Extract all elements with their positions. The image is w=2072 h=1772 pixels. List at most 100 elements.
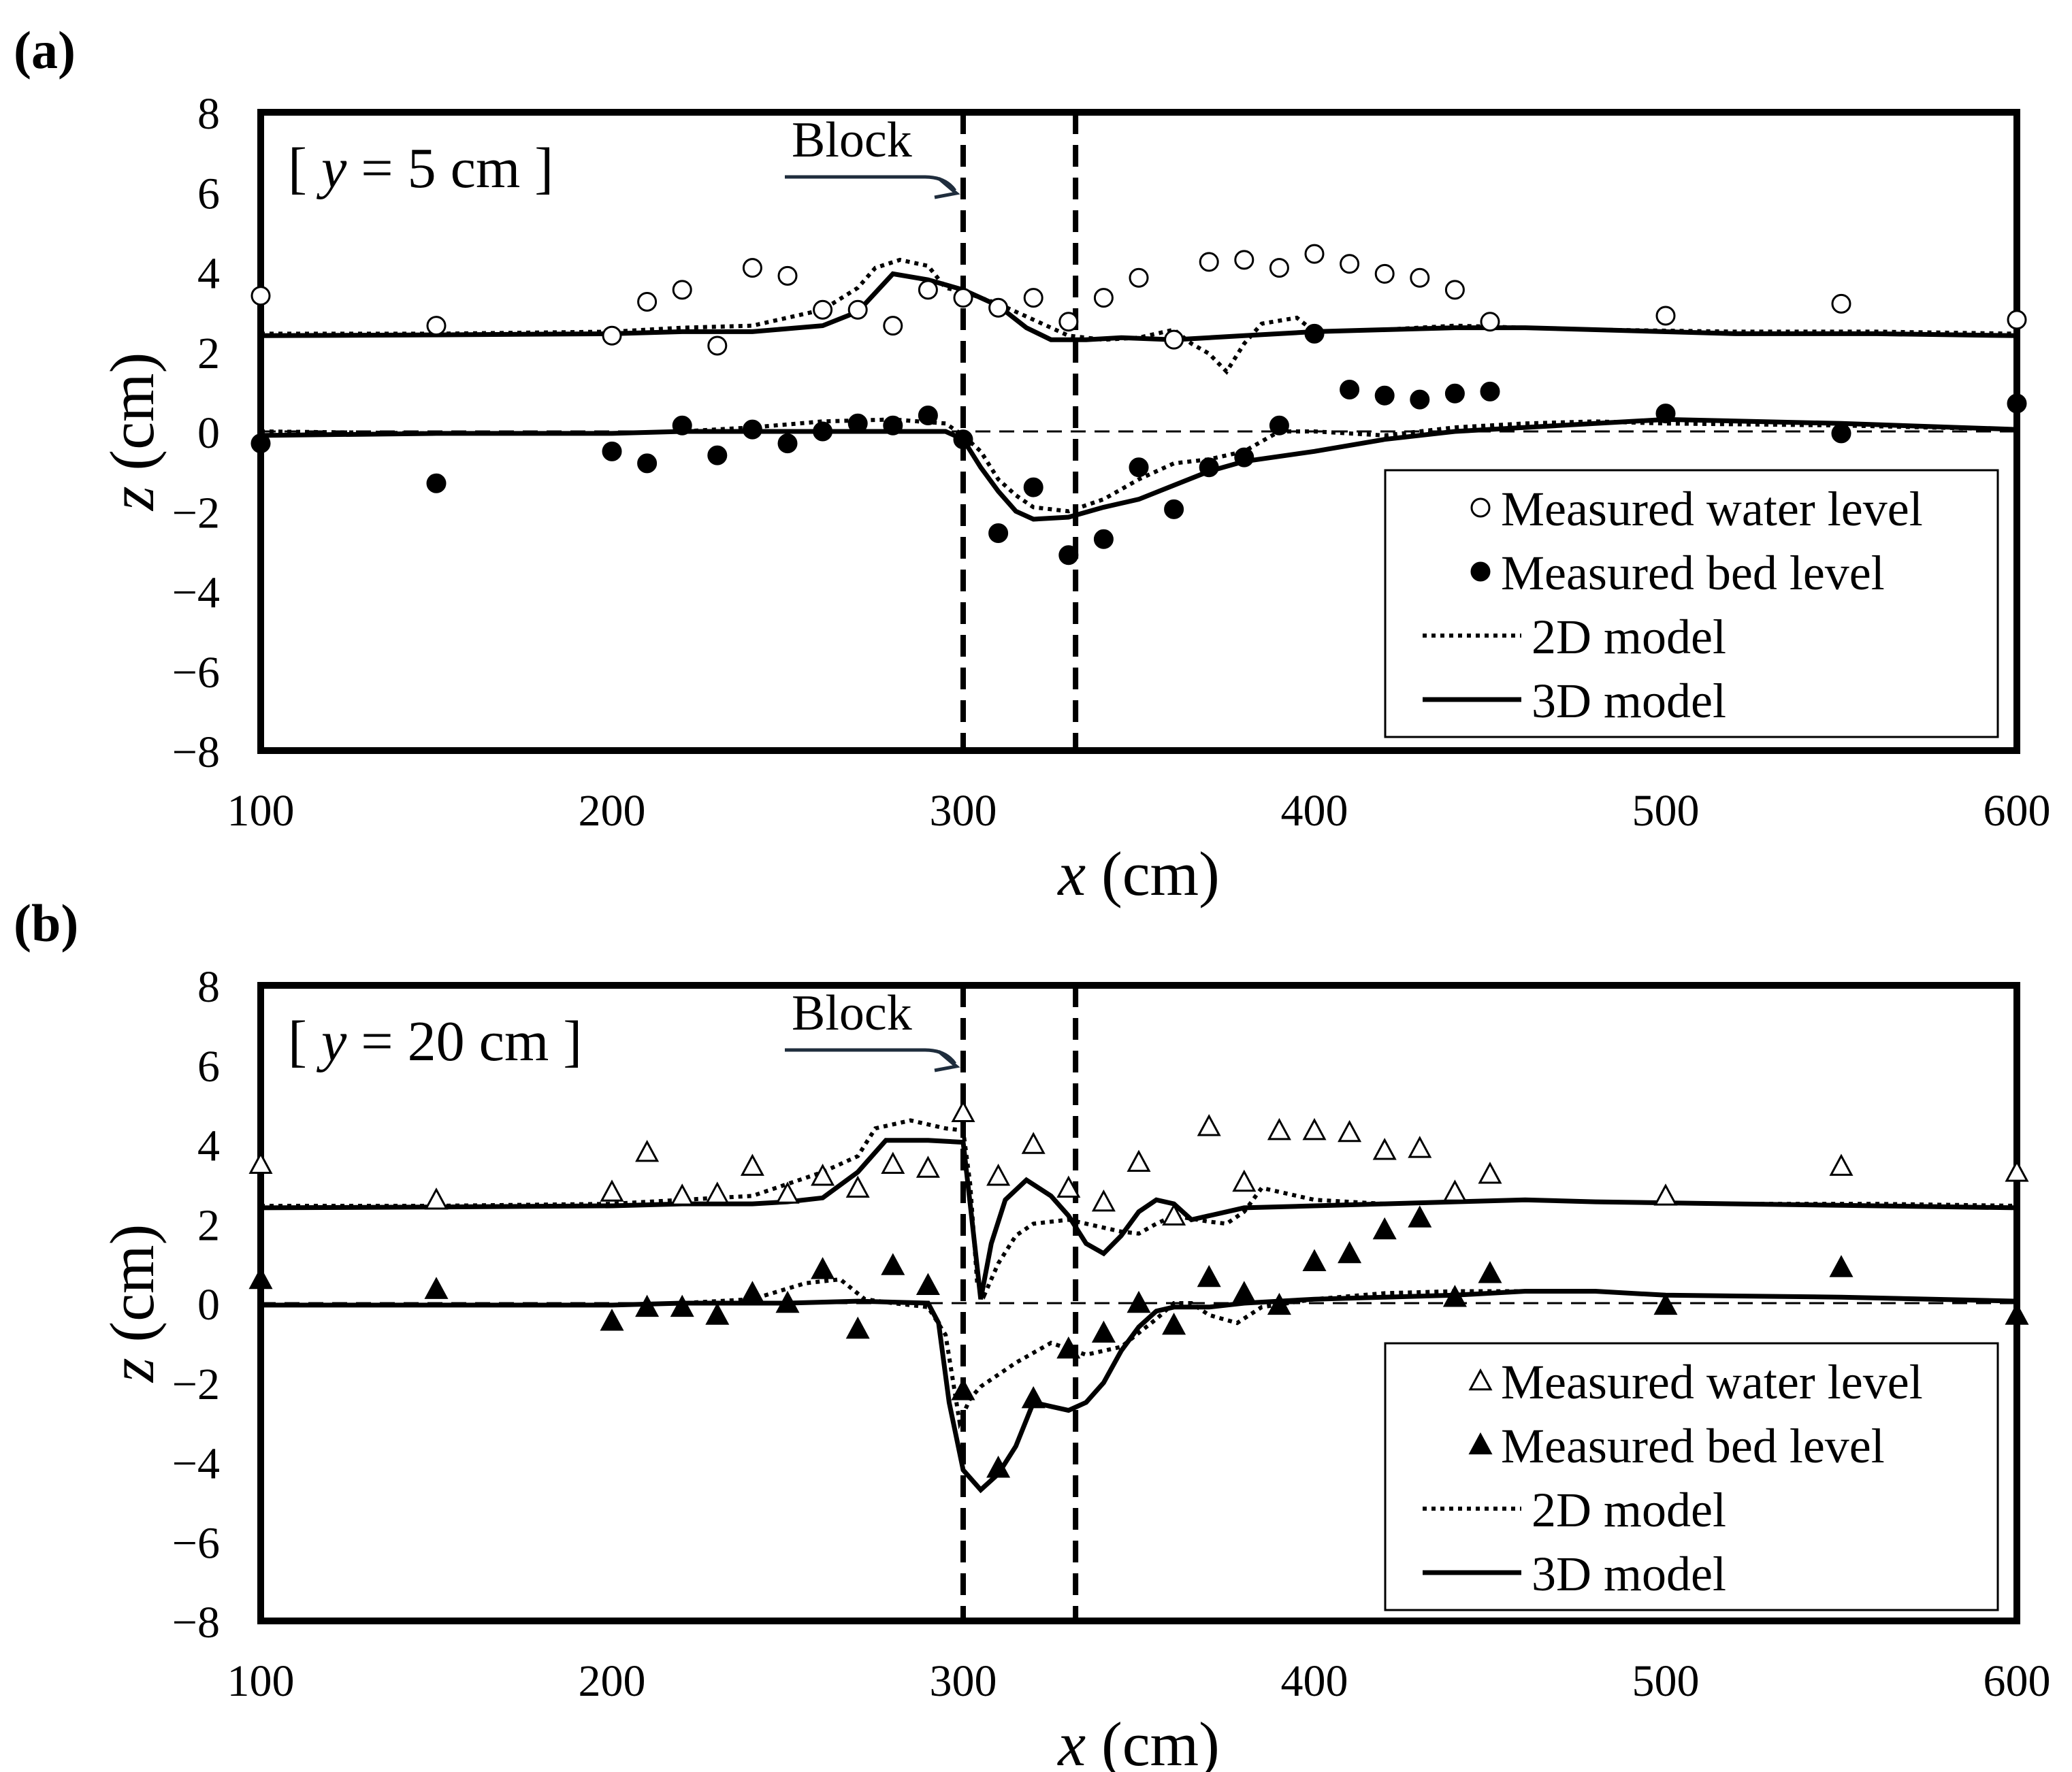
measured-water-point bbox=[988, 297, 1009, 318]
measured-water-point bbox=[916, 1155, 940, 1178]
measured-water-point bbox=[1829, 1153, 1854, 1176]
legend-swatch-water bbox=[1468, 1368, 1493, 1391]
measured-bed-point bbox=[1232, 1281, 1257, 1303]
measured-water-point bbox=[1199, 252, 1219, 272]
measured-bed-point bbox=[1302, 1249, 1327, 1271]
y-axis-title: z (cm) bbox=[97, 352, 167, 512]
measured-bed-point bbox=[1338, 1241, 1362, 1264]
measured-bed-point bbox=[1234, 447, 1254, 467]
measured-bed-point bbox=[1374, 385, 1395, 406]
y-tick-label: 6 bbox=[197, 169, 220, 218]
measured-water-point bbox=[813, 299, 833, 320]
measured-bed-point bbox=[600, 1309, 624, 1331]
measured-bed-point bbox=[1408, 1205, 1432, 1228]
measured-water-point bbox=[424, 1187, 449, 1210]
measured-water-point bbox=[881, 1151, 905, 1174]
y-tick-label: −8 bbox=[172, 727, 220, 777]
measured-water-point bbox=[635, 1140, 660, 1162]
measured-water-point bbox=[1162, 1203, 1186, 1226]
measured-water-point bbox=[1372, 1138, 1397, 1160]
legend-swatch-bed bbox=[1468, 1432, 1493, 1455]
measured-bed-point bbox=[1129, 457, 1149, 478]
annotation-open: [ bbox=[288, 137, 321, 200]
measured-bed-point bbox=[1023, 477, 1043, 497]
measured-bed-point bbox=[426, 473, 447, 493]
measured-bed-point bbox=[705, 1302, 730, 1325]
measured-bed-point bbox=[1127, 1290, 1151, 1313]
measured-bed-point bbox=[951, 1378, 975, 1400]
measured-bed-point bbox=[1058, 545, 1079, 565]
x-tick-label: 600 bbox=[1984, 1656, 2051, 1706]
x-axis-unit: (cm) bbox=[1086, 1709, 1220, 1772]
measured-water-point bbox=[1232, 1169, 1257, 1192]
measured-water-point bbox=[951, 1100, 975, 1123]
x-tick-label: 600 bbox=[1984, 786, 2051, 836]
measured-water-point bbox=[1338, 1119, 1362, 1143]
measured-water-point bbox=[1304, 244, 1325, 264]
measured-water-point bbox=[1021, 1132, 1046, 1154]
measured-water-point bbox=[811, 1164, 835, 1186]
panel-label: (b) bbox=[14, 893, 78, 953]
measured-water-point bbox=[1234, 250, 1254, 270]
legend-label-water: Measured water level bbox=[1501, 1355, 1923, 1409]
measured-bed-point bbox=[424, 1277, 449, 1299]
measured-water-point bbox=[953, 288, 973, 308]
measured-bed-point bbox=[1269, 415, 1289, 436]
x-axis-title: x (cm) bbox=[1056, 1709, 1220, 1772]
legend-label-bed: Measured bed level bbox=[1501, 546, 1885, 600]
measured-water-point bbox=[602, 325, 622, 346]
measured-bed-point bbox=[1480, 381, 1500, 401]
annotation-rest: = 5 cm ] bbox=[346, 137, 553, 200]
measured-bed-point bbox=[637, 453, 658, 474]
measured-water-point bbox=[600, 1179, 624, 1202]
x-tick-label: 500 bbox=[1632, 786, 1700, 836]
measured-bed-point bbox=[670, 1294, 694, 1317]
measured-bed-point bbox=[250, 433, 271, 454]
measured-water-point bbox=[1197, 1114, 1221, 1136]
chart-panel-a: (a) −8 −6 −4 −2 0 2 4 6 8 100 200 300 400 500 600 x (cm)… bbox=[14, 20, 2051, 908]
x-tick-label: 200 bbox=[579, 786, 646, 836]
y-axis-variable: z bbox=[97, 1358, 167, 1383]
legend-label-bed: Measured bed level bbox=[1501, 1419, 1885, 1473]
x-tick-label: 400 bbox=[1281, 1656, 1348, 1706]
measured-bed-point bbox=[845, 1316, 870, 1339]
legend-label-water: Measured water level bbox=[1501, 482, 1923, 536]
measured-bed-point bbox=[1164, 499, 1184, 519]
measured-water-point bbox=[1340, 254, 1360, 274]
annotation-rest: = 20 cm ] bbox=[346, 1010, 582, 1073]
measured-bed-point bbox=[1340, 379, 1360, 399]
measured-bed-point bbox=[1267, 1292, 1291, 1315]
measured-water-point bbox=[250, 286, 271, 306]
measured-bed-point bbox=[602, 441, 622, 461]
measured-bed-point bbox=[1829, 1255, 1854, 1277]
measured-water-point bbox=[847, 299, 868, 320]
y-tick-label: 8 bbox=[197, 962, 220, 1012]
block-label: Block bbox=[792, 985, 912, 1041]
measured-water-point bbox=[637, 291, 658, 312]
legend-swatch-water bbox=[1470, 497, 1491, 518]
model-2d-water-line bbox=[261, 257, 2018, 375]
y-tick-label: 6 bbox=[197, 1042, 220, 1092]
measured-bed-point bbox=[1162, 1312, 1186, 1335]
measured-water-point bbox=[1408, 1136, 1432, 1158]
y-axis-variable: z bbox=[97, 486, 167, 512]
x-tick-label: 100 bbox=[227, 1656, 295, 1706]
measured-water-point bbox=[1164, 329, 1184, 350]
x-tick-label: 500 bbox=[1632, 1656, 1700, 1706]
measured-bed-point bbox=[916, 1273, 940, 1295]
measured-water-point bbox=[705, 1181, 730, 1204]
measured-water-point bbox=[670, 1183, 694, 1206]
measured-water-point bbox=[672, 280, 692, 300]
model-3d-bed-line bbox=[260, 416, 2018, 522]
measured-water-point bbox=[1444, 280, 1465, 300]
measured-water-point bbox=[1023, 288, 1043, 308]
x-axis-title: x (cm) bbox=[1056, 839, 1220, 908]
x-tick-label: 300 bbox=[930, 1656, 997, 1706]
measured-water-point bbox=[1302, 1117, 1327, 1141]
y-tick-label: −2 bbox=[172, 1360, 220, 1409]
y-tick-label: −4 bbox=[172, 1439, 220, 1489]
measured-bed-point bbox=[1444, 383, 1465, 404]
measured-water-point bbox=[1269, 258, 1289, 278]
x-tick-label: 200 bbox=[579, 1656, 646, 1706]
